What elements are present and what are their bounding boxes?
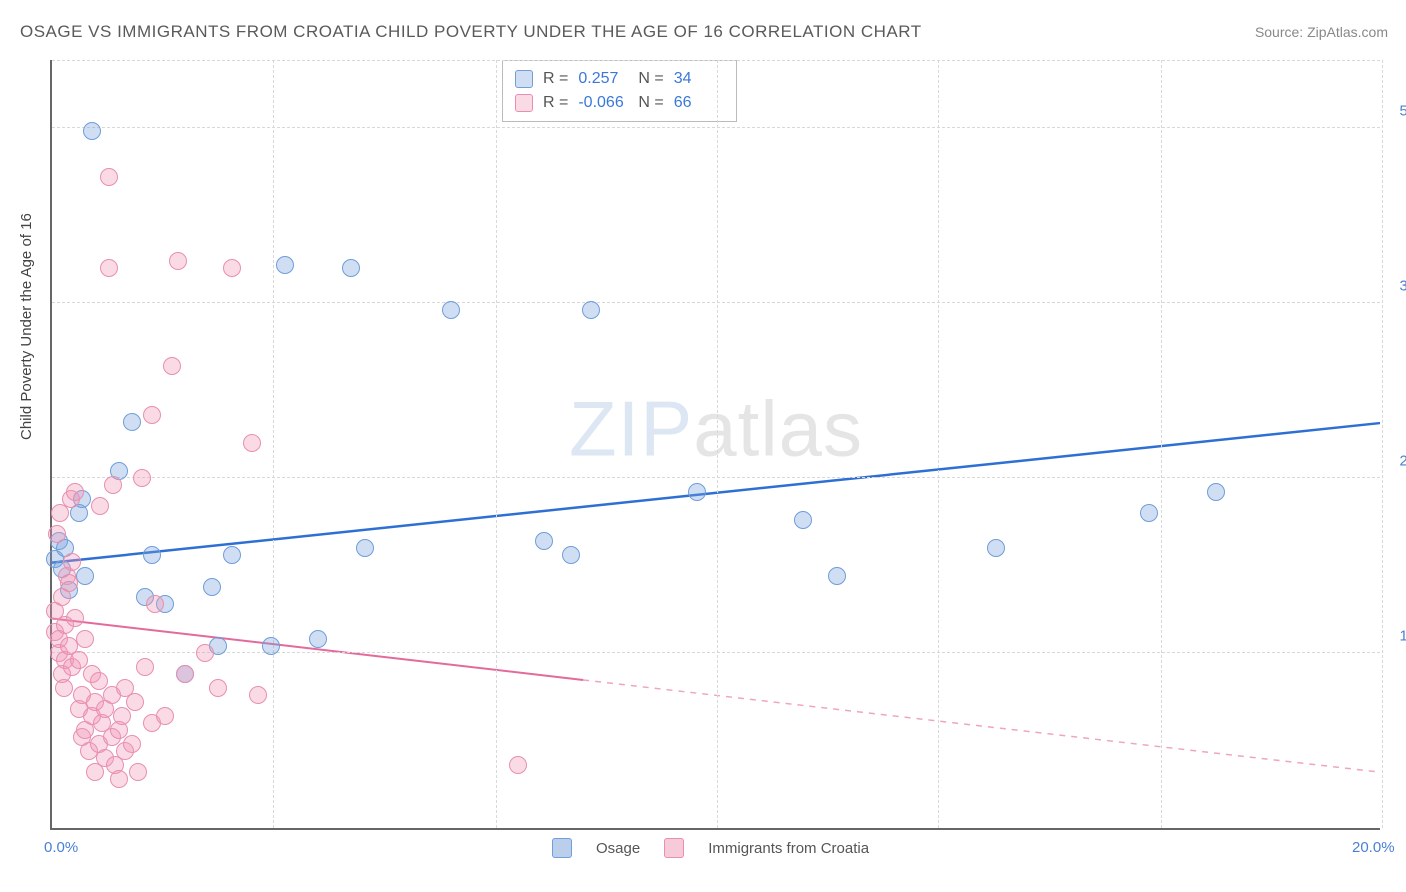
- gridline-vertical: [938, 60, 939, 828]
- gridline-horizontal: [52, 60, 1380, 61]
- gridline-vertical: [273, 60, 274, 828]
- y-tick-label: 12.5%: [1399, 628, 1406, 645]
- scatter-point: [55, 679, 73, 697]
- chart-source: Source: ZipAtlas.com: [1255, 24, 1388, 40]
- r-value: 0.257: [578, 67, 628, 91]
- scatter-point: [262, 637, 280, 655]
- scatter-point: [442, 301, 460, 319]
- gridline-vertical: [717, 60, 718, 828]
- chart-title: OSAGE VS IMMIGRANTS FROM CROATIA CHILD P…: [20, 22, 922, 42]
- scatter-point: [223, 259, 241, 277]
- scatter-point: [126, 693, 144, 711]
- scatter-point: [83, 122, 101, 140]
- x-tick-label: 20.0%: [1352, 839, 1395, 856]
- scatter-point: [113, 707, 131, 725]
- r-label: R =: [543, 91, 568, 115]
- watermark-thin: atlas: [693, 384, 863, 472]
- scatter-point: [276, 256, 294, 274]
- scatter-point: [91, 497, 109, 515]
- scatter-point: [133, 469, 151, 487]
- n-label: N =: [638, 91, 663, 115]
- stats-legend-row: R = -0.066 N = 66: [515, 91, 724, 115]
- scatter-point: [60, 574, 78, 592]
- scatter-point: [203, 578, 221, 596]
- bottom-legend: Osage Immigrants from Croatia: [552, 838, 869, 858]
- legend-label: Osage: [596, 840, 640, 857]
- scatter-point: [48, 525, 66, 543]
- scatter-point: [66, 609, 84, 627]
- scatter-point: [1140, 504, 1158, 522]
- scatter-point: [688, 483, 706, 501]
- scatter-point: [110, 770, 128, 788]
- scatter-point: [176, 665, 194, 683]
- scatter-point: [535, 532, 553, 550]
- scatter-point: [1207, 483, 1225, 501]
- trend-line-dashed: [583, 680, 1380, 772]
- gridline-vertical: [496, 60, 497, 828]
- watermark: ZIPatlas: [569, 383, 863, 474]
- gridline-horizontal: [52, 127, 1380, 128]
- scatter-point: [123, 413, 141, 431]
- scatter-point: [104, 476, 122, 494]
- chart-container: OSAGE VS IMMIGRANTS FROM CROATIA CHILD P…: [0, 0, 1406, 892]
- scatter-point: [143, 546, 161, 564]
- scatter-point: [169, 252, 187, 270]
- y-tick-label: 25.0%: [1399, 453, 1406, 470]
- scatter-point: [356, 539, 374, 557]
- scatter-point: [243, 434, 261, 452]
- legend-swatch: [552, 838, 572, 858]
- legend-swatch: [664, 838, 684, 858]
- gridline-horizontal: [52, 477, 1380, 478]
- legend-swatch: [515, 94, 533, 112]
- r-value: -0.066: [578, 91, 628, 115]
- plot-area: ZIPatlas R = 0.257 N = 34R = -0.066 N = …: [50, 60, 1380, 830]
- scatter-point: [143, 406, 161, 424]
- stats-legend-row: R = 0.257 N = 34: [515, 67, 724, 91]
- scatter-point: [63, 553, 81, 571]
- scatter-point: [794, 511, 812, 529]
- r-label: R =: [543, 67, 568, 91]
- n-label: N =: [638, 67, 663, 91]
- x-tick-label: 0.0%: [44, 839, 78, 856]
- gridline-vertical: [1382, 60, 1383, 828]
- scatter-point: [249, 686, 267, 704]
- scatter-point: [196, 644, 214, 662]
- scatter-point: [129, 763, 147, 781]
- y-tick-label: 37.5%: [1399, 278, 1406, 295]
- scatter-point: [66, 483, 84, 501]
- scatter-point: [146, 595, 164, 613]
- scatter-point: [223, 546, 241, 564]
- scatter-point: [76, 630, 94, 648]
- watermark-bold: ZIP: [569, 384, 693, 472]
- scatter-point: [100, 259, 118, 277]
- trend-line-solid: [52, 619, 583, 680]
- gridline-horizontal: [52, 652, 1380, 653]
- scatter-point: [828, 567, 846, 585]
- y-tick-label: 50.0%: [1399, 103, 1406, 120]
- scatter-point: [156, 707, 174, 725]
- scatter-point: [309, 630, 327, 648]
- gridline-vertical: [1161, 60, 1162, 828]
- gridline-horizontal: [52, 302, 1380, 303]
- scatter-point: [163, 357, 181, 375]
- scatter-point: [136, 658, 154, 676]
- scatter-point: [582, 301, 600, 319]
- scatter-point: [342, 259, 360, 277]
- legend-label: Immigrants from Croatia: [708, 840, 869, 857]
- scatter-point: [123, 735, 141, 753]
- stats-legend: R = 0.257 N = 34R = -0.066 N = 66: [502, 60, 737, 122]
- legend-swatch: [515, 70, 533, 88]
- scatter-point: [987, 539, 1005, 557]
- scatter-point: [100, 168, 118, 186]
- scatter-point: [562, 546, 580, 564]
- y-axis-label: Child Poverty Under the Age of 16: [18, 213, 35, 440]
- scatter-point: [76, 567, 94, 585]
- scatter-point: [509, 756, 527, 774]
- scatter-point: [209, 679, 227, 697]
